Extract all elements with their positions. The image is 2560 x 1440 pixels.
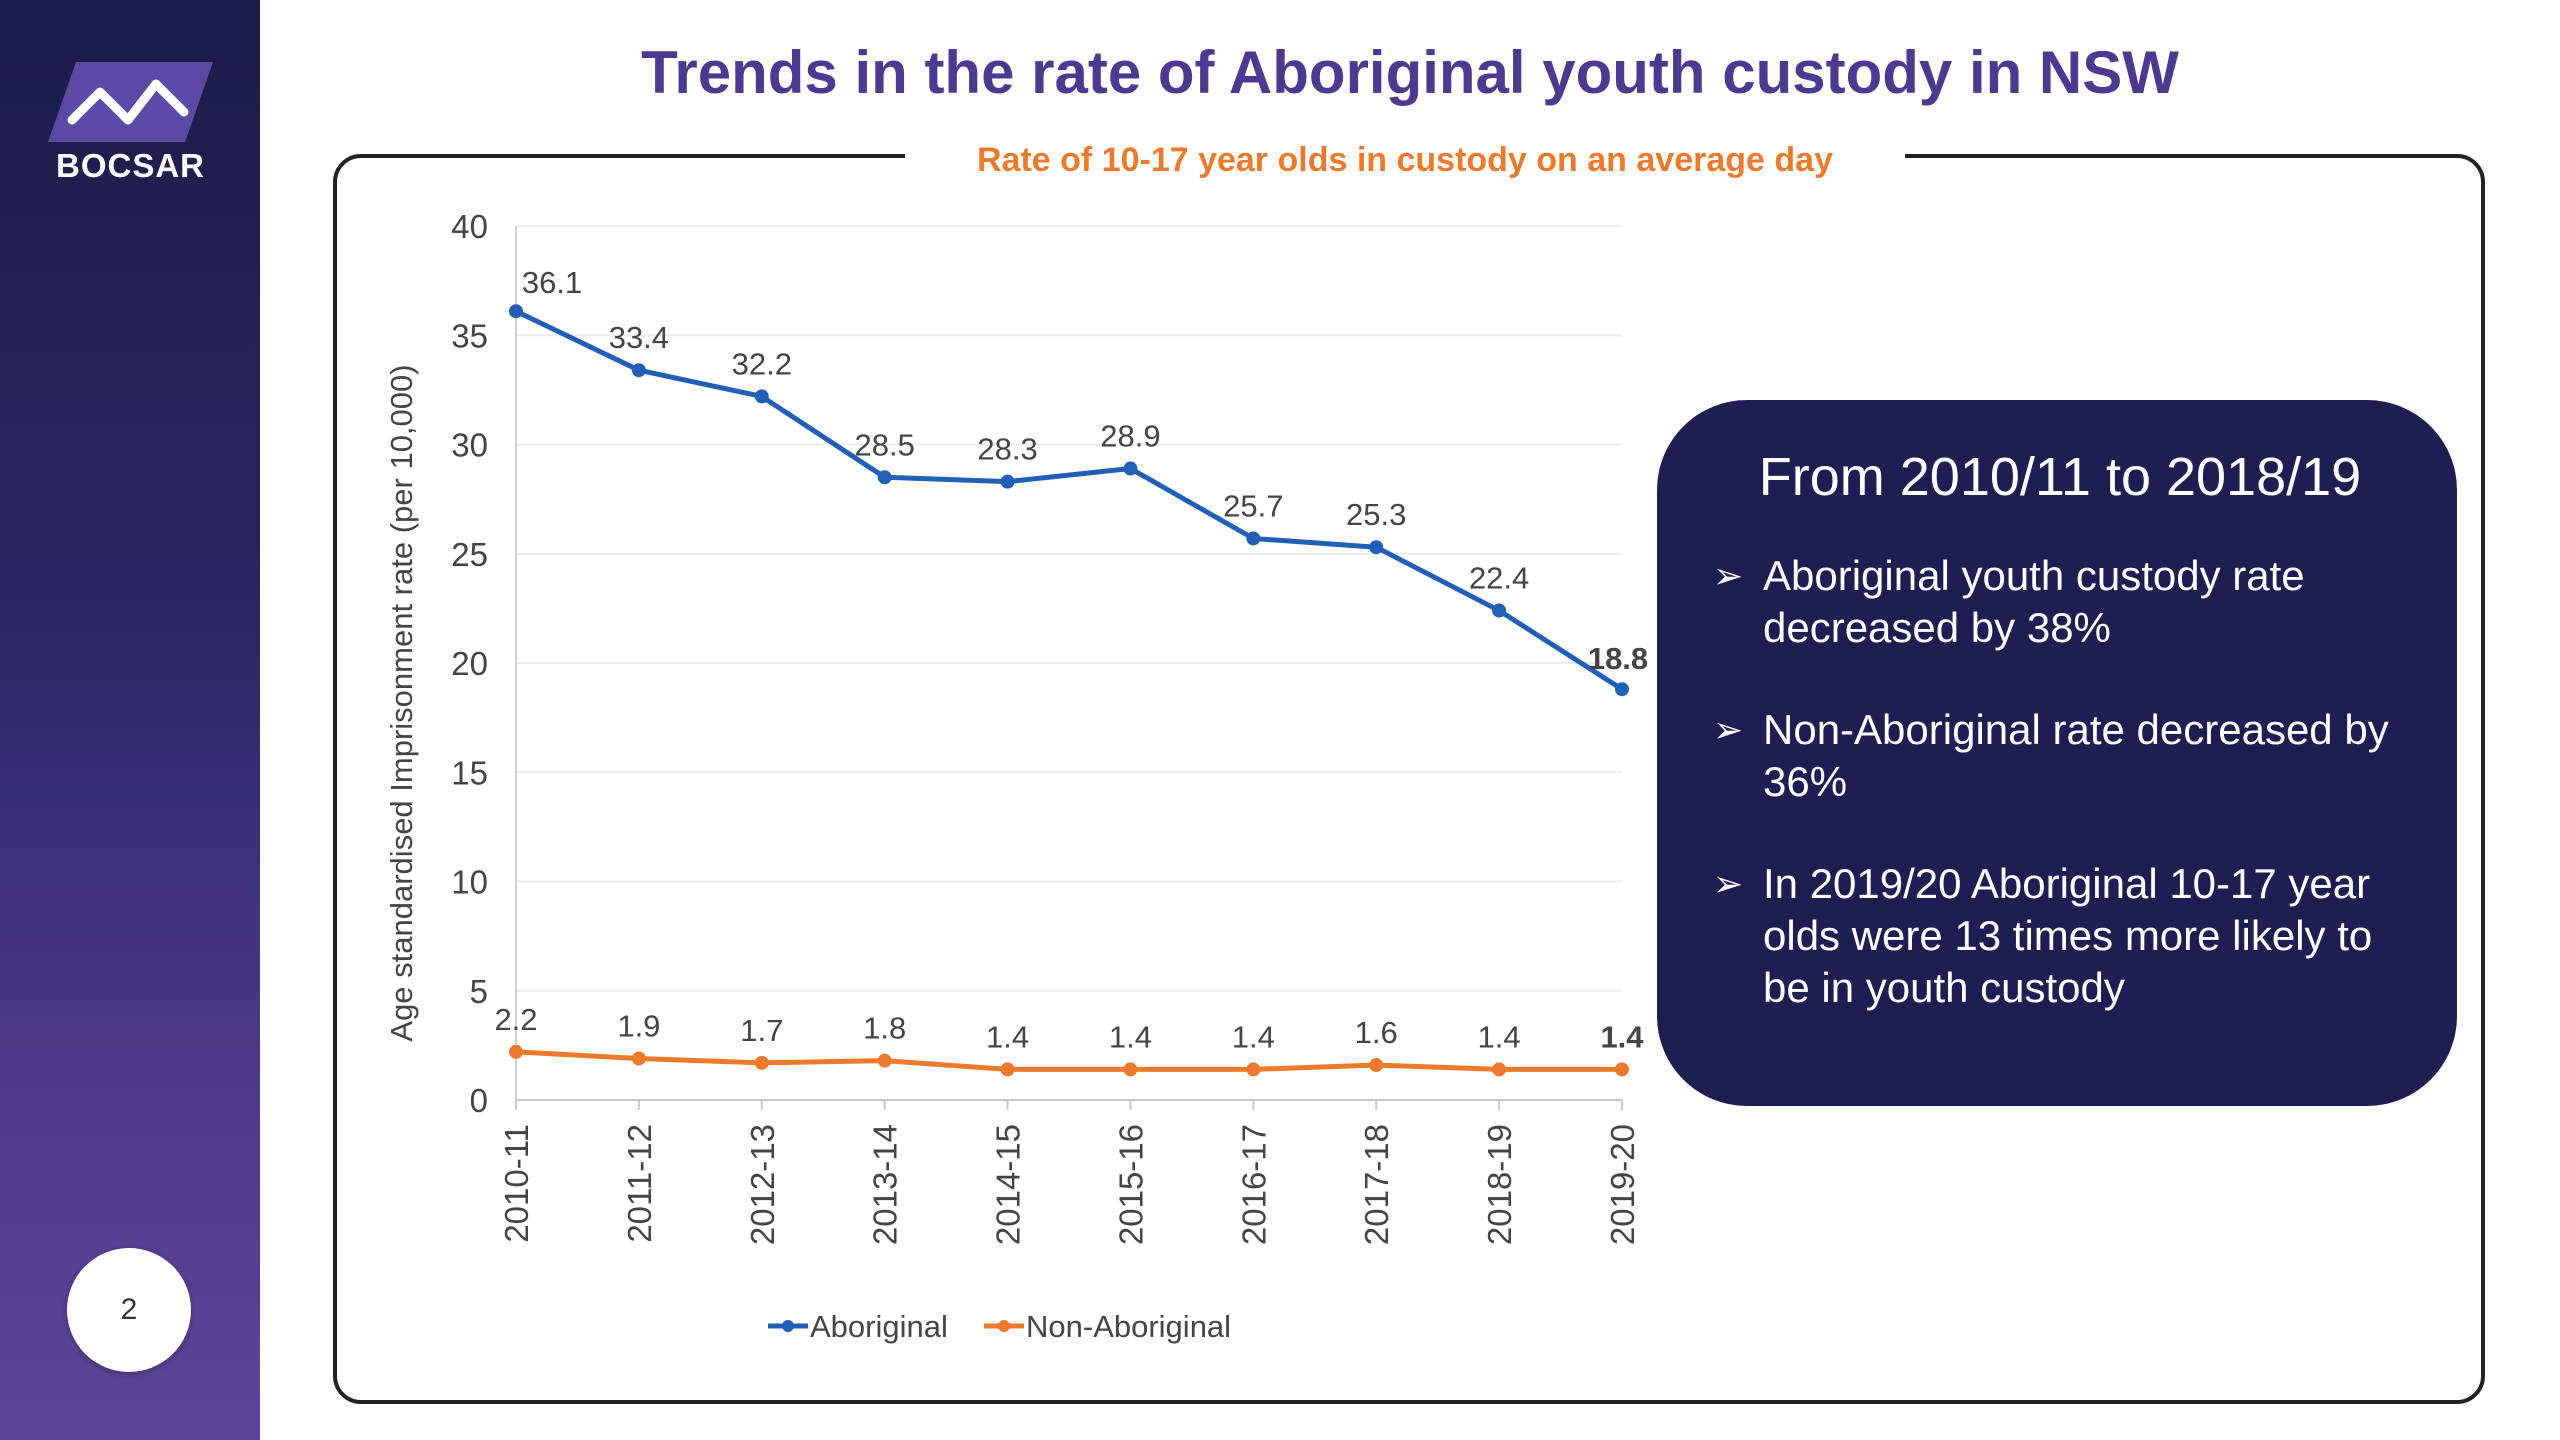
data-label: 1.4 — [1478, 1019, 1521, 1054]
summary-item: ➢ Non-Aboriginal rate decreased by 36% — [1713, 704, 2407, 808]
sidebar: BOCSAR 2 — [0, 0, 260, 1440]
data-point — [1492, 1062, 1507, 1077]
data-label: 28.3 — [977, 432, 1037, 467]
data-label: 28.9 — [1100, 419, 1160, 454]
page-number: 2 — [67, 1248, 191, 1372]
data-point — [1123, 461, 1138, 476]
data-label: 1.4 — [1232, 1019, 1275, 1054]
x-tick-label: 2018-19 — [1481, 1124, 1518, 1245]
y-tick-label: 30 — [451, 427, 488, 464]
y-tick-label: 15 — [451, 754, 488, 791]
data-point — [1000, 474, 1015, 489]
arrow-bullet-icon: ➢ — [1713, 863, 1744, 904]
data-label: 1.7 — [740, 1013, 783, 1048]
y-tick-label: 40 — [451, 208, 488, 245]
data-point — [877, 470, 892, 485]
x-tick-label: 2019-20 — [1604, 1124, 1641, 1245]
data-label: 1.4 — [1109, 1019, 1152, 1054]
legend-marker — [998, 1320, 1010, 1332]
summary-item: ➢ Aboriginal youth custody rate decrease… — [1713, 550, 2407, 654]
data-point — [1369, 1058, 1384, 1073]
data-label: 32.2 — [732, 346, 792, 381]
x-tick-label: 2017-18 — [1358, 1124, 1395, 1245]
logo-text: BOCSAR — [55, 147, 205, 184]
data-point — [1246, 1062, 1261, 1077]
data-point — [1123, 1062, 1138, 1077]
x-tick-label: 2016-17 — [1235, 1124, 1272, 1245]
data-point — [1615, 1062, 1629, 1077]
data-label: 1.8 — [863, 1011, 906, 1046]
data-point — [877, 1053, 892, 1068]
arrow-bullet-icon: ➢ — [1713, 709, 1744, 750]
x-tick-label: 2011-12 — [621, 1124, 658, 1243]
data-point — [1492, 603, 1507, 618]
page-title: Trends in the rate of Aboriginal youth c… — [641, 39, 2179, 106]
data-point — [631, 1051, 646, 1066]
data-point — [1615, 682, 1629, 697]
x-tick-label: 2015-16 — [1112, 1124, 1149, 1245]
series-line-aboriginal — [514, 308, 1624, 692]
summary-item-text: Non-Aboriginal rate decreased by 36% — [1763, 706, 2389, 805]
data-point — [1000, 1062, 1015, 1077]
legend-label: Non-Aboriginal — [1026, 1309, 1231, 1344]
legend-marker — [782, 1320, 794, 1332]
data-point — [1246, 531, 1261, 546]
y-tick-label: 20 — [451, 645, 488, 682]
data-point — [509, 1044, 523, 1059]
summary-item-text: Aboriginal youth custody rate decreased … — [1763, 552, 2305, 651]
data-label: 1.4 — [986, 1019, 1029, 1054]
data-point — [1369, 540, 1384, 555]
arrow-bullet-icon: ➢ — [1713, 555, 1744, 596]
x-tick-label: 2012-13 — [744, 1124, 781, 1245]
y-axis-title: Age standardised Imprisonment rate (per … — [384, 364, 419, 1041]
summary-item-text: In 2019/20 Aboriginal 10-17 year olds we… — [1763, 860, 2373, 1011]
data-point — [631, 363, 646, 378]
summary-box: From 2010/11 to 2018/19 ➢ Aboriginal you… — [1657, 400, 2457, 1106]
bocsar-logo: BOCSAR — [48, 62, 213, 212]
data-label: 36.1 — [522, 265, 582, 300]
x-tick-label: 2014-15 — [990, 1124, 1027, 1245]
data-label: 1.9 — [617, 1008, 660, 1043]
data-label: 33.4 — [609, 320, 669, 355]
data-point — [754, 1055, 769, 1070]
data-point — [509, 304, 523, 319]
y-tick-label: 0 — [470, 1082, 488, 1119]
series-line-non-aboriginal — [515, 1049, 1622, 1072]
summary-list: ➢ Aboriginal youth custody rate decrease… — [1713, 550, 2407, 1014]
data-label: 18.8 — [1588, 641, 1648, 676]
data-label: 28.5 — [854, 427, 914, 462]
legend-label: Aboriginal — [810, 1309, 948, 1344]
data-point — [754, 389, 769, 404]
chart-title: Rate of 10-17 year olds in custody on an… — [905, 140, 1905, 180]
summary-heading: From 2010/11 to 2018/19 — [1758, 447, 2362, 507]
data-label: 2.2 — [494, 1002, 537, 1037]
logo-mark-icon — [48, 62, 213, 142]
x-tick-label: 2013-14 — [867, 1124, 904, 1245]
y-tick-label: 25 — [451, 536, 488, 573]
y-tick-label: 5 — [470, 973, 488, 1010]
y-tick-label: 10 — [451, 864, 488, 901]
data-label: 1.4 — [1600, 1019, 1644, 1054]
data-label: 1.6 — [1355, 1015, 1398, 1050]
summary-item: ➢ In 2019/20 Aboriginal 10-17 year olds … — [1713, 858, 2407, 1014]
y-tick-label: 35 — [451, 317, 488, 354]
x-tick-label: 2010-11 — [498, 1124, 535, 1243]
data-label: 25.7 — [1223, 488, 1283, 523]
data-label: 22.4 — [1469, 561, 1529, 596]
data-label: 25.3 — [1346, 497, 1406, 532]
